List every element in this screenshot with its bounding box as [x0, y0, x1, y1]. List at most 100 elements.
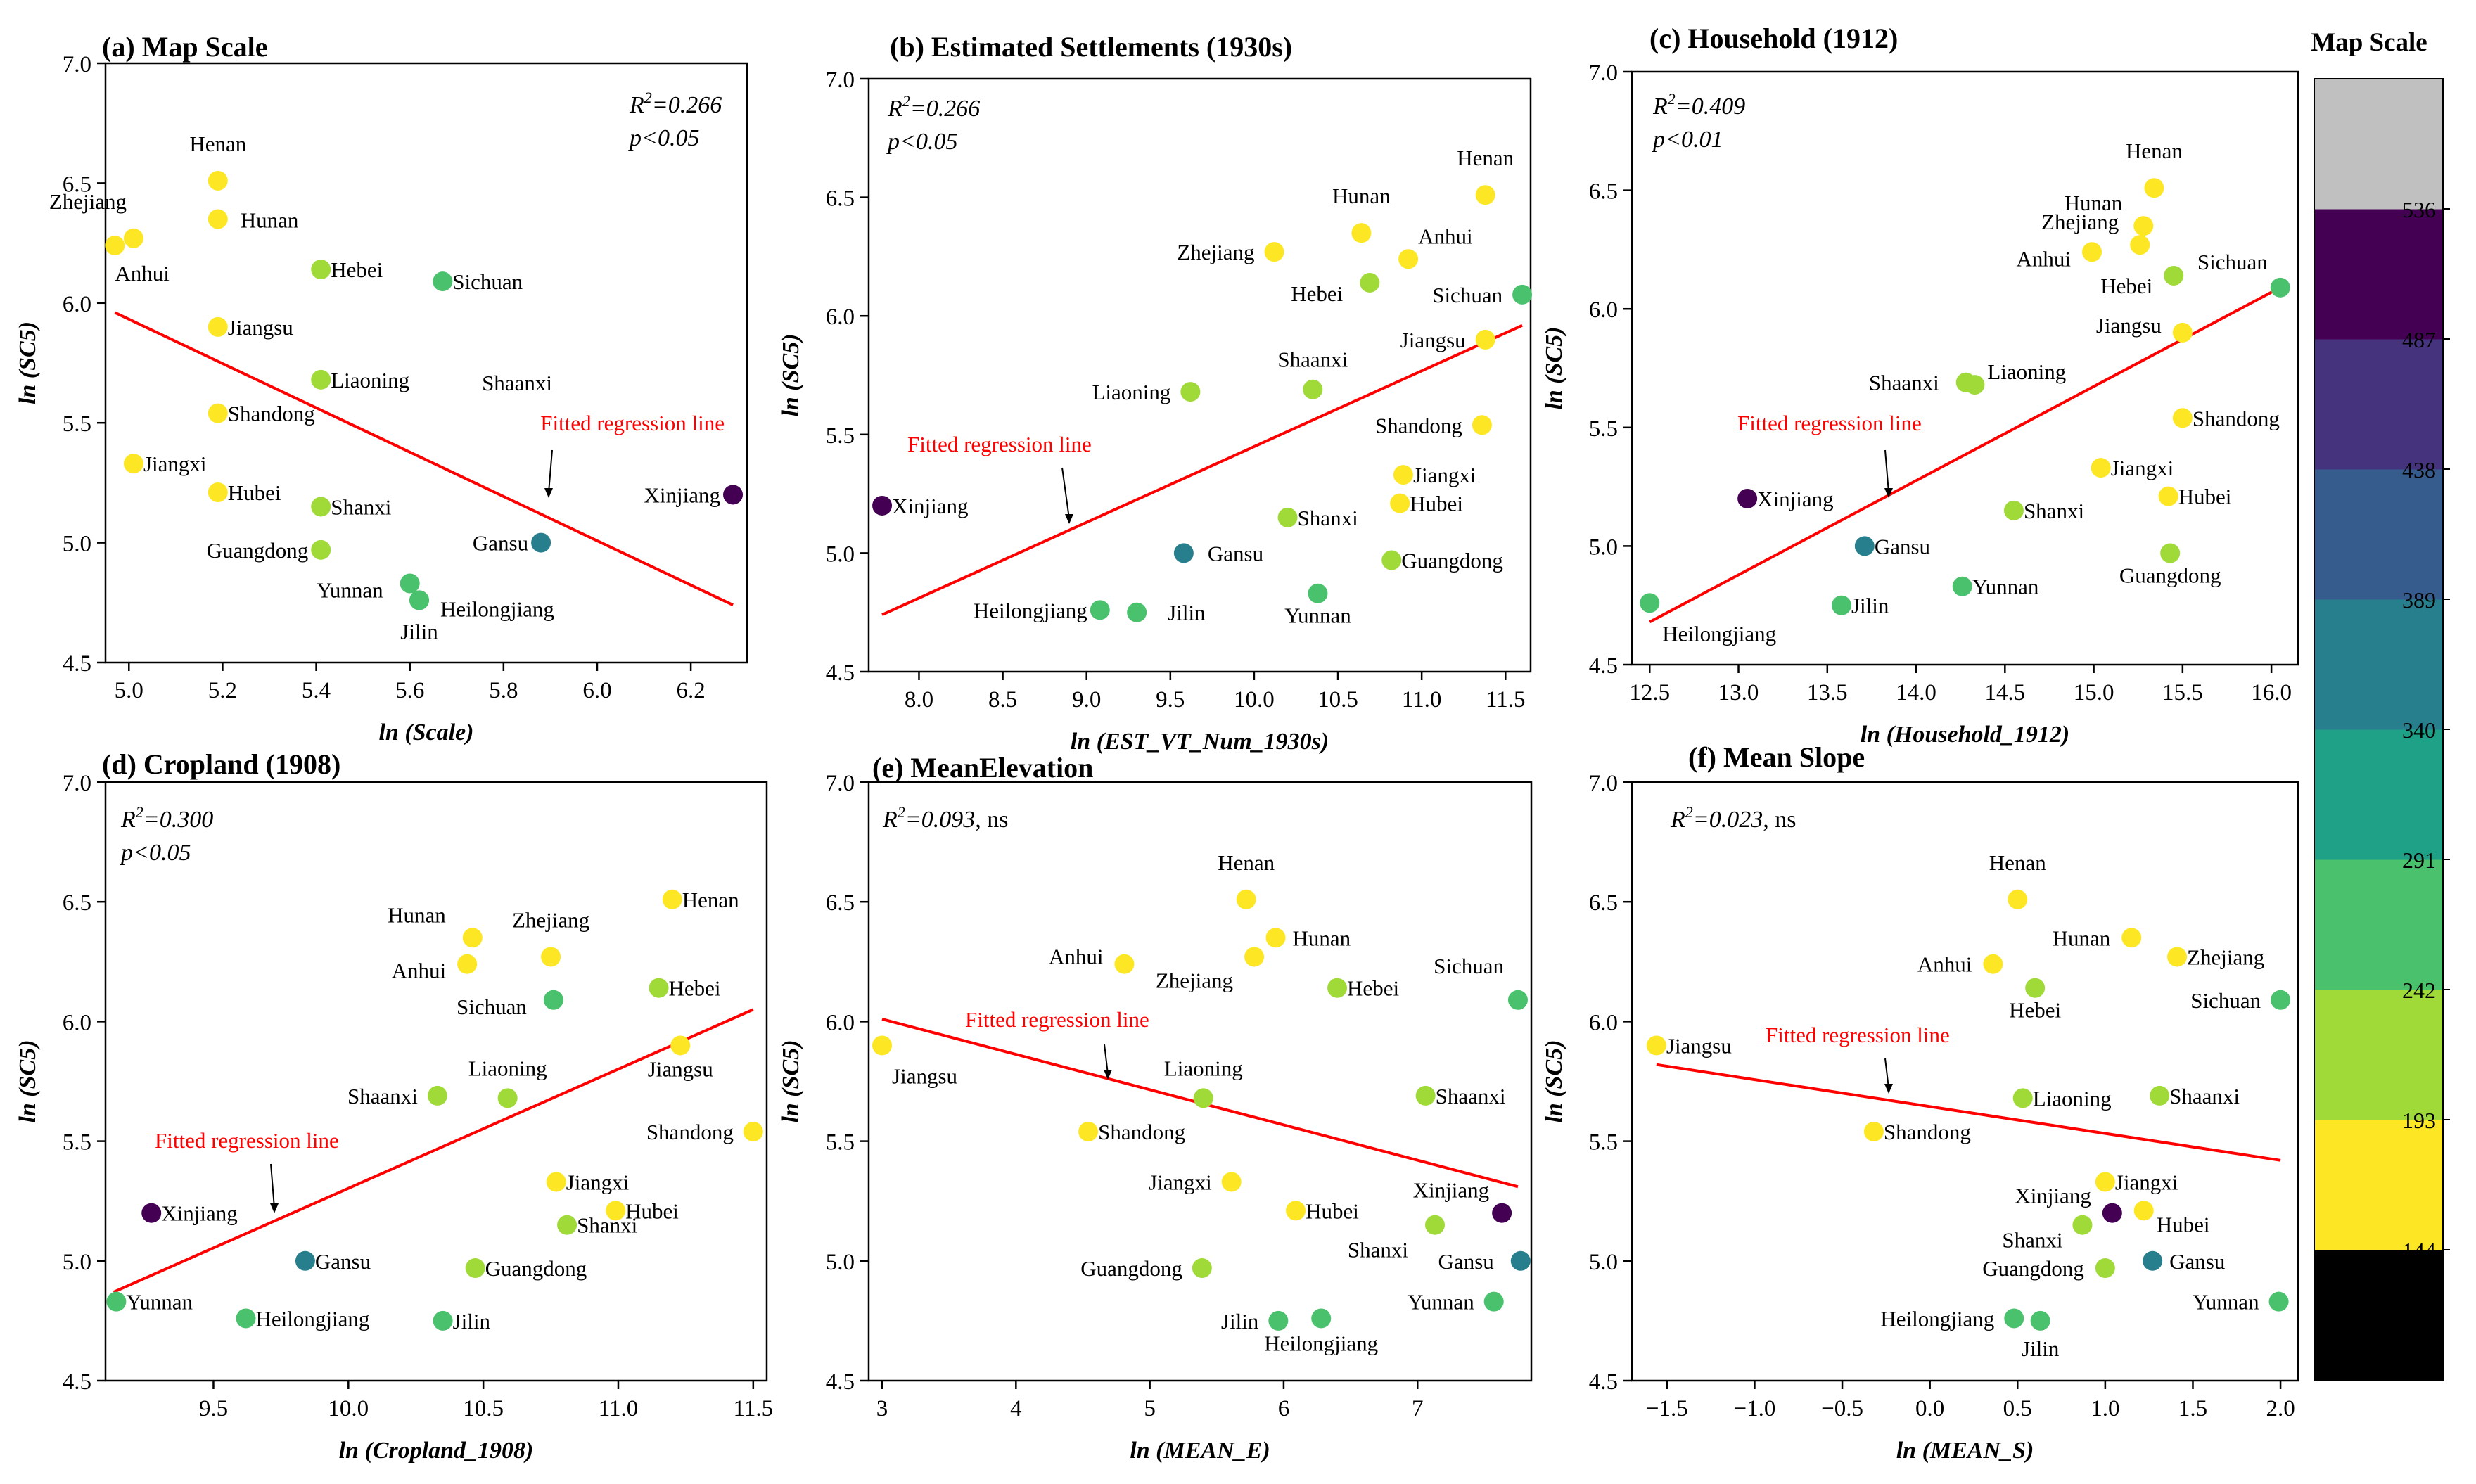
point-label-hunan: Hunan	[241, 208, 299, 233]
point-hubei	[1390, 493, 1410, 513]
point-shanxi	[1277, 507, 1298, 527]
x-axis-title: ln (MEAN_E)	[1130, 1438, 1270, 1464]
point-label-jiangxi: Jiangxi	[2111, 456, 2174, 480]
panel-title: (d) Cropland (1908)	[102, 748, 340, 780]
point-label-jilin: Jilin	[1851, 594, 1889, 618]
point-xinjiang	[723, 485, 744, 505]
y-tick-label: 6.0	[826, 305, 855, 330]
colorbar-tick-label: 438	[2402, 457, 2436, 482]
ns-label: , ns	[1763, 807, 1796, 833]
point-label-jilin: Jilin	[453, 1309, 491, 1333]
x-tick-label: 2.0	[2266, 1396, 2295, 1421]
point-label-hebei: Hebei	[331, 257, 383, 282]
point-label-guangdong: Guangdong	[1401, 549, 1503, 573]
x-tick-label: 9.5	[199, 1396, 228, 1421]
point-label-xinjiang: Xinjiang	[161, 1201, 238, 1226]
point-label-gansu: Gansu	[1438, 1249, 1494, 1274]
arrow-head	[270, 1203, 279, 1213]
point-label-heilongjiang: Heilongjiang	[1662, 621, 1776, 646]
point-label-jilin: Jilin	[1168, 601, 1206, 625]
r-squared: R2=0.409	[1652, 90, 1745, 120]
point-zhejiang	[2130, 235, 2150, 255]
point-jilin	[409, 590, 430, 610]
r-exponent: 2	[902, 92, 910, 110]
panel-4: (d) Cropland (1908) 4.5 5.0 5.5 6.0 6.5 7.0 9.5…	[15, 748, 773, 1464]
r-exponent: 2	[898, 803, 905, 821]
x-axis-title: ln (Household_1912)	[1861, 722, 2070, 748]
point-hunan	[2121, 928, 2142, 948]
point-jiangxi	[2095, 1172, 2115, 1192]
point-label-jiangxi: Jiangxi	[143, 452, 207, 476]
point-hubei	[606, 1201, 626, 1221]
y-axis-title: ln (SC5)	[1541, 1040, 1567, 1122]
point-label-liaoning: Liaoning	[2033, 1086, 2112, 1111]
point-label-sichuan: Sichuan	[2197, 250, 2268, 274]
point-label-guangdong: Guangdong	[485, 1256, 587, 1281]
point-label-zhejiang: Zhejiang	[2041, 210, 2119, 234]
point-label-anhui: Anhui	[1418, 224, 1473, 248]
colorbar-segment	[2314, 1250, 2443, 1381]
point-label-jiangxi: Jiangxi	[1413, 463, 1476, 487]
point-hunan	[2133, 216, 2154, 236]
x-tick-label: 5.8	[489, 678, 518, 703]
point-heilongjiang	[1640, 593, 1660, 613]
point-yunnan	[1952, 576, 1972, 596]
point-label-shaanxi: Shaanxi	[2169, 1084, 2240, 1108]
point-hebei	[649, 978, 669, 998]
point-label-anhui: Anhui	[2017, 246, 2072, 271]
point-henan	[2144, 178, 2164, 198]
point-shandong	[1863, 1121, 1884, 1141]
x-tick-label: 10.5	[463, 1396, 504, 1421]
y-tick-label: 6.0	[63, 1010, 91, 1035]
point-label-zhejiang: Zhejiang	[1177, 240, 1254, 264]
point-jilin	[1268, 1310, 1289, 1331]
point-liaoning	[1193, 1088, 1213, 1108]
x-tick-label: 5.0	[115, 678, 143, 703]
y-tick-label: 7.0	[63, 771, 91, 796]
point-label-sichuan: Sichuan	[2190, 988, 2261, 1013]
r-squared: R2=0.266	[887, 92, 980, 122]
point-sichuan	[2270, 277, 2290, 298]
point-heilongjiang	[1090, 600, 1110, 620]
panel-title: (a) Map Scale	[102, 31, 268, 63]
point-label-hebei: Hebei	[2009, 998, 2061, 1023]
x-tick-label: 9.5	[1156, 687, 1185, 712]
y-tick-label: 5.0	[1589, 1250, 1618, 1275]
point-label-shandong: Shandong	[646, 1120, 734, 1144]
y-tick-label: 4.5	[826, 660, 855, 686]
point-jiangsu	[1646, 1035, 1666, 1056]
x-tick-label: 1.5	[2178, 1396, 2207, 1421]
fitted-regression-line	[114, 311, 734, 607]
point-label-guangdong: Guangdong	[2119, 563, 2221, 588]
colorbar-segment	[2314, 79, 2443, 210]
point-heilongjiang	[2004, 1308, 2024, 1329]
x-tick-label: 11.0	[599, 1396, 639, 1421]
point-label-shandong: Shandong	[2193, 406, 2280, 430]
point-jilin	[2030, 1310, 2050, 1331]
colorbar-tick-label: 536	[2402, 197, 2436, 222]
point-label-yunnan: Yunnan	[1972, 575, 2039, 599]
r2-value: =0.023	[1693, 807, 1763, 833]
fitted-line-label: Fitted regression line	[155, 1128, 339, 1153]
point-gansu	[1510, 1250, 1531, 1271]
colorbar-segment	[2314, 469, 2443, 600]
x-axis-title: ln (Cropland_1908)	[339, 1438, 534, 1464]
y-tick-label: 5.0	[63, 532, 91, 557]
y-tick-label: 4.5	[1589, 653, 1618, 679]
r-exponent: 2	[1685, 803, 1693, 821]
y-tick-label: 4.5	[826, 1369, 855, 1395]
point-henan	[2008, 889, 2028, 909]
point-guangdong	[1192, 1258, 1212, 1279]
point-label-liaoning: Liaoning	[468, 1056, 547, 1080]
plot-frame	[1631, 781, 2299, 1382]
r-symbol: R	[887, 96, 902, 122]
point-label-hunan: Hunan	[2065, 191, 2123, 215]
colorbar: Map Scale 144 193 242 291 340 389 438 487 536	[2311, 28, 2450, 1381]
point-jiangxi	[1393, 465, 1413, 485]
y-tick-label: 6.5	[826, 186, 855, 212]
y-tick-label: 5.5	[1589, 1130, 1618, 1156]
point-anhui	[2082, 242, 2102, 262]
x-tick-label: 15.5	[2162, 680, 2203, 705]
point-label-anhui: Anhui	[392, 959, 447, 983]
y-tick-label: 7.0	[1589, 771, 1618, 796]
